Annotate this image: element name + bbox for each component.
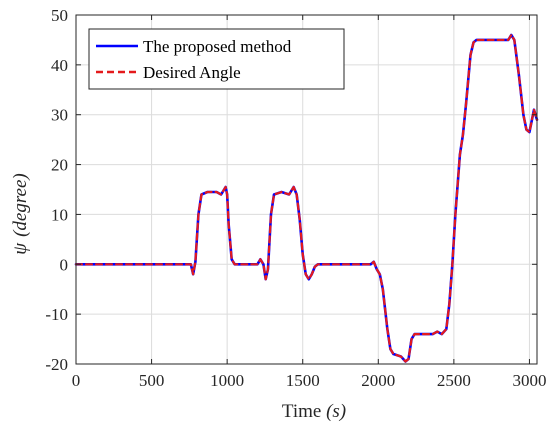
y-tick-label: 0 bbox=[60, 255, 69, 274]
legend-box bbox=[88, 28, 345, 90]
legend: The proposed method Desired Angle bbox=[88, 28, 345, 90]
axis-ticks bbox=[75, 14, 537, 365]
legend-label-desired: Desired Angle bbox=[143, 63, 241, 82]
y-tick-label: 50 bbox=[51, 6, 68, 25]
y-tick-label: 40 bbox=[51, 56, 68, 75]
tick-labels: 0 500 1000 1500 2000 2500 3000 -20 -10 0 10 20 30 40 5… bbox=[45, 6, 546, 390]
y-tick-label: 30 bbox=[51, 106, 68, 125]
series-layer bbox=[74, 33, 539, 363]
x-tick-label: 3000 bbox=[512, 371, 546, 390]
y-tick-label: 20 bbox=[51, 156, 68, 175]
x-tick-label: 2000 bbox=[361, 371, 395, 390]
x-axis-label-text: Time bbox=[282, 401, 326, 422]
x-tick-label: 2500 bbox=[437, 371, 471, 390]
x-axis-label: Time (s) bbox=[282, 401, 346, 422]
x-tick-label: 0 bbox=[72, 371, 81, 390]
y-axis-label: ψ (degree) bbox=[10, 173, 31, 254]
x-tick-label: 500 bbox=[139, 371, 165, 390]
y-tick-label: 10 bbox=[51, 205, 68, 224]
y-tick-label: -10 bbox=[45, 305, 68, 324]
plot-frame bbox=[75, 14, 538, 365]
series-desired-angle bbox=[74, 33, 539, 363]
x-tick-label: 1500 bbox=[286, 371, 320, 390]
y-tick-label: -20 bbox=[45, 355, 68, 374]
x-axis-label-unit: (s) bbox=[326, 401, 346, 422]
y-axis-label-unit: (degree) bbox=[10, 173, 31, 237]
y-axis-label-symbol: ψ bbox=[10, 242, 31, 255]
x-tick-label: 1000 bbox=[210, 371, 244, 390]
legend-label-proposed: The proposed method bbox=[143, 37, 292, 56]
